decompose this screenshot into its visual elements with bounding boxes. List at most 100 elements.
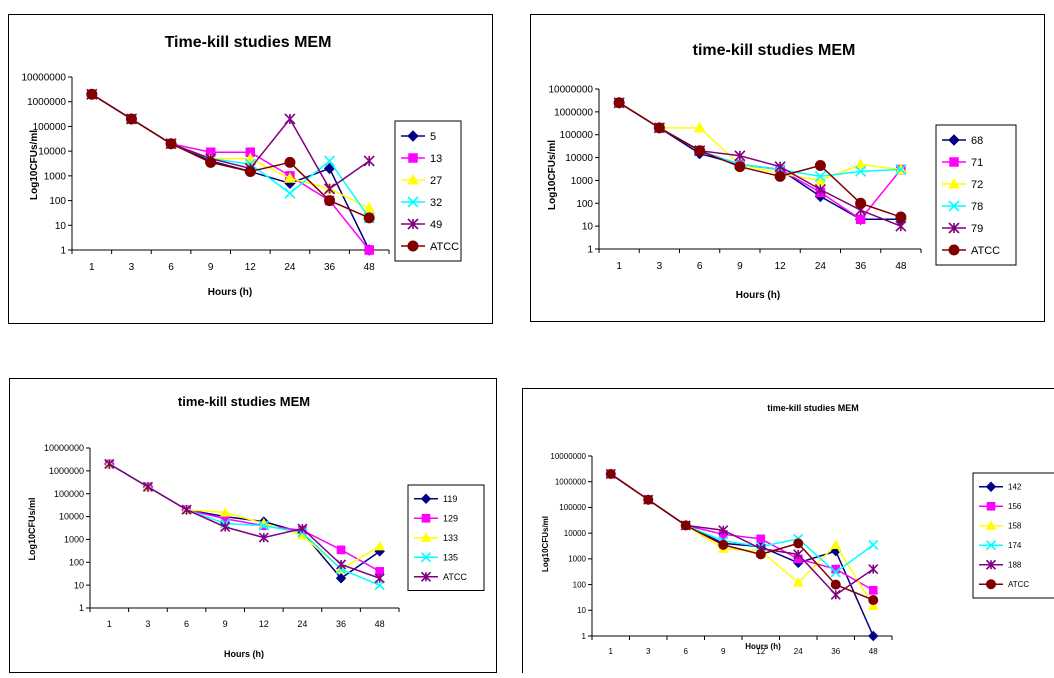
- data-point: [364, 245, 374, 255]
- legend-label: 79: [971, 223, 983, 235]
- legend-box: [972, 472, 1054, 599]
- data-point: [854, 158, 867, 169]
- x-tick-label: 6: [168, 262, 174, 273]
- y-tick-label: 1000: [44, 171, 67, 182]
- data-point: [205, 156, 217, 168]
- x-tick-label: 24: [794, 647, 803, 656]
- x-tick-label: 36: [855, 261, 867, 272]
- x-tick-label: 6: [184, 619, 189, 629]
- time-kill-chart-3: time-kill studies MEM 1 10 100 1000 10000 1000…: [27, 394, 485, 659]
- data-point: [830, 539, 842, 549]
- x-axis-label: Hours (h): [736, 290, 780, 301]
- legend-label: 142: [1008, 483, 1022, 492]
- y-tick-label: 10: [582, 222, 594, 233]
- data-point: [756, 534, 766, 544]
- y-tick-label: 1000: [64, 535, 84, 545]
- y-tick-label: 10000: [59, 512, 84, 522]
- data-point: [104, 458, 115, 470]
- data-point: [830, 589, 841, 600]
- data-point: [335, 559, 347, 570]
- time-kill-chart-2: time-kill studies MEM 1 10 100 1000 10000 1000…: [547, 42, 1017, 301]
- series-ATCC: [605, 468, 879, 606]
- data-point: [363, 201, 376, 213]
- y-tick-label: 1: [79, 603, 84, 613]
- x-tick-label: 24: [815, 261, 827, 272]
- data-point: [363, 155, 375, 167]
- data-point: [895, 211, 907, 223]
- x-tick-label: 48: [869, 647, 878, 656]
- x-tick-label: 9: [737, 261, 743, 272]
- legend-marker: [407, 130, 419, 142]
- y-axis-label: Log10CFUs/ml: [27, 497, 37, 560]
- legend-label: 68: [971, 135, 983, 147]
- legend-label: 174: [1008, 541, 1022, 550]
- x-tick-label: 48: [375, 619, 385, 629]
- data-point: [125, 113, 137, 125]
- data-point: [181, 504, 192, 515]
- legend-marker: [407, 196, 419, 208]
- legend-label: 32: [430, 197, 442, 209]
- x-tick-label: 1: [609, 647, 614, 656]
- y-tick-label: 10: [55, 221, 67, 232]
- x-tick-label: 12: [775, 261, 787, 272]
- data-point: [324, 195, 336, 207]
- data-point: [693, 121, 706, 133]
- x-tick-label: 24: [284, 262, 296, 273]
- y-tick-label: 100000: [33, 122, 67, 133]
- data-point: [335, 573, 347, 584]
- y-tick-label: 100: [49, 196, 66, 207]
- legend-marker: [949, 157, 959, 167]
- data-point: [718, 525, 729, 536]
- chart-panel-1: Time-kill studies MEM 1 10 100 1000 10000 1000…: [8, 14, 493, 324]
- data-point: [755, 549, 766, 560]
- x-tick-label: 48: [364, 262, 376, 273]
- chart-title: time-kill studies MEM: [767, 403, 859, 413]
- legend-label: ATCC: [1008, 580, 1029, 589]
- data-point: [868, 595, 879, 606]
- x-tick-label: 1: [89, 262, 95, 273]
- legend-marker: [948, 200, 960, 212]
- legend-label: 71: [971, 157, 983, 169]
- data-point: [793, 538, 804, 549]
- data-point: [244, 152, 257, 164]
- series-line: [108, 463, 381, 580]
- legend-marker: [986, 579, 996, 590]
- x-tick-label: 12: [259, 619, 269, 629]
- x-tick-label: 9: [223, 619, 228, 629]
- y-tick-label: 100: [573, 580, 587, 589]
- legend-marker: [985, 559, 997, 570]
- x-tick-label: 3: [657, 261, 663, 272]
- data-point: [323, 155, 336, 167]
- data-point: [165, 138, 177, 150]
- legend-label: 129: [443, 513, 458, 523]
- legend-label: ATCC: [430, 241, 459, 253]
- y-tick-label: 10000000: [44, 443, 84, 453]
- legend-marker: [420, 493, 432, 504]
- y-tick-label: 10000000: [22, 73, 67, 84]
- series-line: [91, 93, 370, 219]
- data-point: [830, 567, 841, 578]
- series-ATCC: [613, 97, 907, 223]
- series-27: [85, 88, 376, 213]
- data-point: [284, 113, 296, 125]
- data-point: [336, 545, 346, 555]
- data-point: [855, 214, 866, 225]
- legend-marker: [985, 520, 997, 530]
- time-kill-chart-4: time-kill studies MEM 1 10 100 1000 10000 1000…: [541, 403, 1054, 656]
- data-point: [718, 539, 729, 550]
- data-point: [297, 523, 308, 534]
- legend-marker: [407, 218, 419, 230]
- legend-marker: [948, 177, 960, 189]
- y-axis-label: Log10CFUs/ml: [547, 140, 558, 210]
- data-point: [814, 170, 826, 182]
- legend-label: ATCC: [971, 245, 1000, 257]
- legend-box: [394, 120, 462, 262]
- series-135: [104, 458, 385, 591]
- legend-marker: [407, 240, 419, 252]
- y-tick-label: 10: [577, 606, 586, 615]
- legend-marker: [985, 481, 997, 492]
- data-point: [774, 161, 786, 173]
- y-tick-label: 100000: [54, 489, 84, 499]
- legend-label: 13: [430, 153, 442, 165]
- time-kill-chart-1: Time-kill studies MEM 1 10 100 1000 10000 1000…: [22, 34, 462, 298]
